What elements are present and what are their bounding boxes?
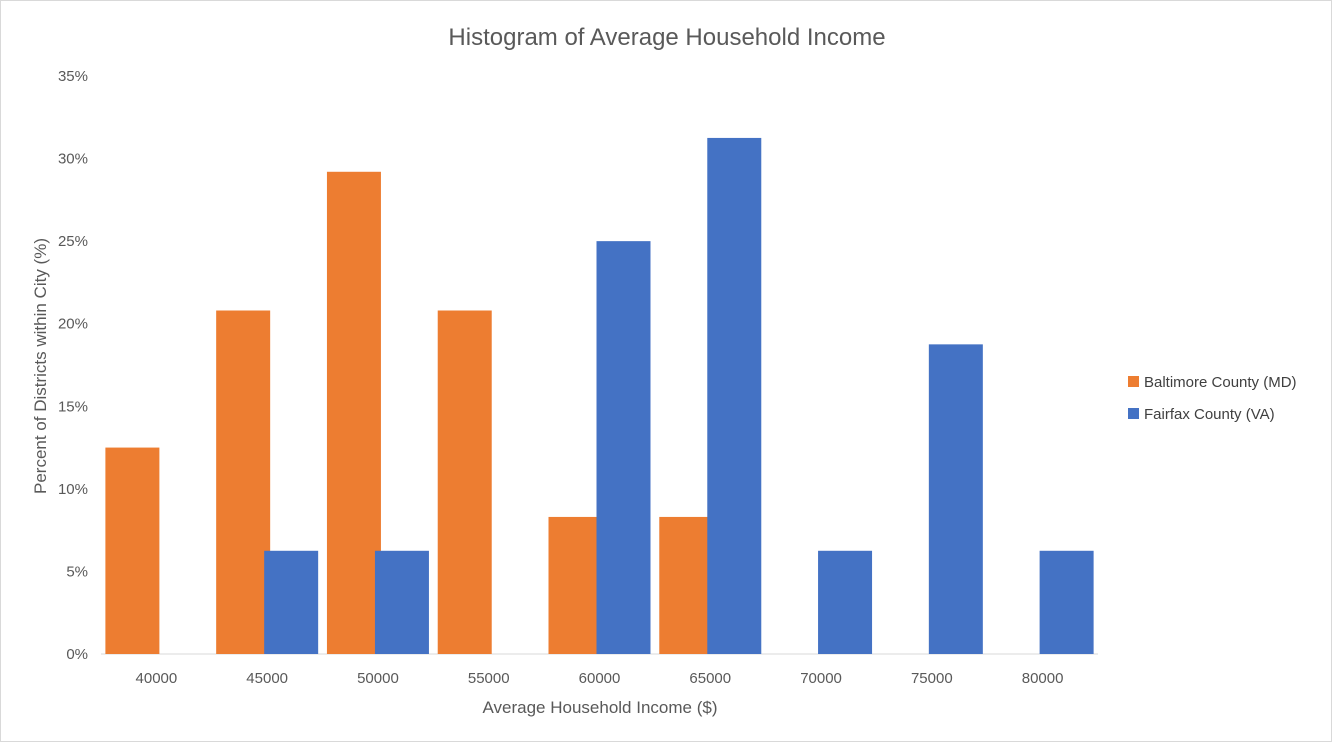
x-tick-label: 40000 xyxy=(136,670,178,687)
bars-group xyxy=(105,137,1094,655)
x-tick-label: 65000 xyxy=(689,670,731,687)
bar-baltimore-65000 xyxy=(659,516,714,654)
y-tick-label: 30% xyxy=(58,151,88,168)
legend-label-fairfax: Fairfax County (VA) xyxy=(1144,406,1275,423)
bar-fairfax-50000 xyxy=(374,550,429,654)
bar-baltimore-60000 xyxy=(548,516,603,654)
bar-fairfax-45000 xyxy=(264,550,319,654)
bar-baltimore-45000 xyxy=(216,310,271,654)
x-tick-label: 55000 xyxy=(468,670,510,687)
legend-label-baltimore: Baltimore County (MD) xyxy=(1144,374,1297,391)
y-tick-label: 0% xyxy=(66,646,88,663)
x-axis-label: Average Household Income ($) xyxy=(483,698,718,717)
y-tick-label: 20% xyxy=(58,316,88,333)
chart-title: Histogram of Average Household Income xyxy=(448,24,885,51)
x-tick-label: 60000 xyxy=(579,670,621,687)
x-tick-label: 80000 xyxy=(1022,670,1064,687)
x-tick-label: 75000 xyxy=(911,670,953,687)
y-tick-label: 5% xyxy=(66,563,88,580)
x-axis-tick-labels: 40000 45000 50000 55000 60000 65000 70000 75000… xyxy=(136,670,1064,687)
x-tick-label: 70000 xyxy=(800,670,842,687)
bar-baltimore-55000 xyxy=(437,310,492,654)
legend: Baltimore County (MD) Fairfax County (VA) xyxy=(1128,374,1297,423)
y-tick-label: 15% xyxy=(58,398,88,415)
bar-fairfax-70000 xyxy=(818,550,873,654)
bar-baltimore-40000 xyxy=(105,447,160,654)
bar-fairfax-65000 xyxy=(707,137,762,654)
y-tick-label: 35% xyxy=(58,68,88,85)
y-tick-label: 10% xyxy=(58,481,88,498)
y-axis-label: Percent of Districts within City (%) xyxy=(31,238,50,494)
bar-fairfax-80000 xyxy=(1039,550,1094,654)
bar-fairfax-60000 xyxy=(596,241,651,654)
x-tick-label: 50000 xyxy=(357,670,399,687)
x-tick-label: 45000 xyxy=(246,670,288,687)
y-axis-tick-labels: 0% 5% 10% 15% 20% 25% 30% 35% xyxy=(58,68,88,663)
bar-fairfax-75000 xyxy=(928,344,983,654)
legend-swatch-fairfax xyxy=(1128,408,1139,419)
bar-baltimore-50000 xyxy=(326,171,381,655)
legend-swatch-baltimore xyxy=(1128,376,1139,387)
y-tick-label: 25% xyxy=(58,233,88,250)
